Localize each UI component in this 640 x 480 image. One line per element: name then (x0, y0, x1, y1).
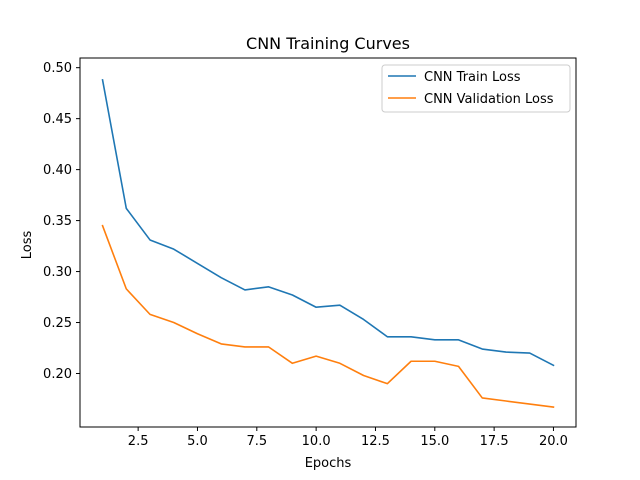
y-tick-label: 0.45 (43, 112, 72, 127)
data-point-validation-17 (480, 396, 484, 400)
y-tick-label: 0.40 (43, 163, 72, 178)
data-point-train-15 (433, 338, 437, 342)
y-tick-label: 0.20 (43, 367, 72, 382)
data-point-train-7 (243, 288, 247, 292)
data-point-validation-10 (314, 354, 318, 358)
x-tick-label: 2.5 (128, 434, 149, 449)
data-point-validation-14 (409, 359, 413, 363)
chart-title: CNN Training Curves (246, 34, 410, 53)
legend: CNN Train Loss CNN Validation Loss (381, 64, 571, 113)
data-point-train-18 (504, 350, 508, 354)
x-tick-label: 5.0 (187, 434, 208, 449)
y-axis-label: Loss (20, 231, 35, 260)
series-line-train-loss (101, 78, 555, 367)
data-point-validation-1 (101, 224, 105, 228)
data-point-train-16 (457, 338, 461, 342)
data-point-train-2 (124, 206, 128, 210)
data-point-validation-12 (362, 374, 366, 378)
data-point-train-17 (480, 347, 484, 351)
data-point-validation-2 (124, 287, 128, 291)
x-tick-label: 12.5 (361, 434, 390, 449)
data-point-validation-11 (338, 361, 342, 365)
data-point-validation-6 (219, 342, 223, 346)
data-point-train-12 (362, 317, 366, 321)
data-point-train-13 (385, 335, 389, 339)
data-point-validation-8 (267, 345, 271, 349)
data-point-validation-18 (504, 399, 508, 403)
data-point-train-10 (314, 305, 318, 309)
y-tick-label: 0.35 (43, 214, 72, 229)
data-point-validation-9 (290, 361, 294, 365)
x-axis-label: Epochs (305, 456, 352, 471)
plot-area: 2.5 5.0 7.5 10.0 12.5 15.0 17.5 20.0 0.20 0.25 0.3… (43, 57, 577, 449)
data-point-train-19 (528, 351, 532, 355)
data-point-validation-13 (385, 382, 389, 386)
data-point-train-11 (338, 303, 342, 307)
x-tick-label: 10.0 (302, 434, 331, 449)
data-point-validation-5 (195, 332, 199, 336)
axes-frame (79, 57, 577, 428)
data-point-train-6 (219, 276, 223, 280)
data-point-validation-7 (243, 345, 247, 349)
y-tick-label: 0.30 (43, 265, 72, 280)
legend-label-train-loss: CNN Train Loss (424, 70, 521, 85)
x-tick-label: 7.5 (246, 434, 267, 449)
y-tick-label: 0.25 (43, 316, 72, 331)
data-point-train-3 (148, 238, 152, 242)
data-point-validation-15 (433, 359, 437, 363)
x-tick-label: 20.0 (539, 434, 568, 449)
x-tick-label: 17.5 (480, 434, 509, 449)
series-line-validation-loss (101, 224, 555, 409)
data-point-validation-3 (148, 312, 152, 316)
data-point-train-14 (409, 335, 413, 339)
data-point-validation-20 (551, 405, 555, 409)
data-point-validation-4 (172, 321, 176, 325)
data-point-validation-19 (528, 402, 532, 406)
legend-box (381, 64, 571, 113)
y-tick-label: 0.50 (43, 61, 72, 76)
legend-label-validation-loss: CNN Validation Loss (424, 92, 554, 107)
data-point-train-9 (290, 293, 294, 297)
data-point-train-8 (267, 285, 271, 289)
x-tick-label: 15.0 (420, 434, 449, 449)
data-point-train-1 (101, 78, 105, 82)
data-point-train-4 (172, 247, 176, 251)
data-point-validation-16 (457, 364, 461, 368)
data-point-train-20 (551, 363, 555, 367)
data-point-train-5 (195, 261, 199, 265)
